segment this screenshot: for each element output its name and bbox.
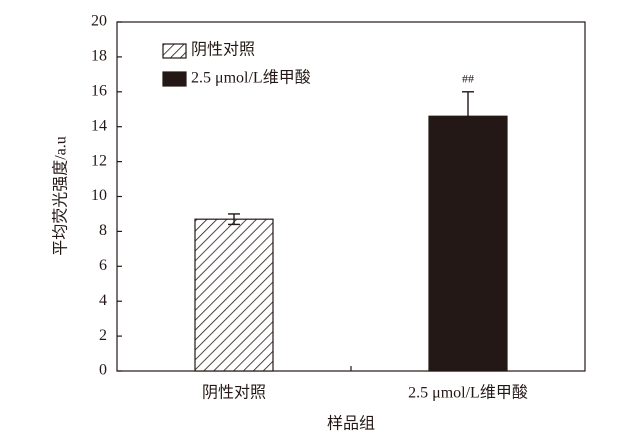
x-tick-label: 2.5 μmol/L维甲酸 xyxy=(408,384,528,402)
y-tick-label: 4 xyxy=(99,292,107,309)
error-bar xyxy=(462,91,474,141)
legend-label: 阴性对照 xyxy=(191,41,255,59)
x-tick-label: 阴性对照 xyxy=(202,384,266,402)
y-tick-label: 16 xyxy=(91,82,107,99)
y-tick-label: 18 xyxy=(91,48,107,65)
annotation: ## xyxy=(462,72,474,86)
y-tick-label: 20 xyxy=(91,13,107,30)
y-tick-label: 8 xyxy=(99,222,107,239)
y-tick-label: 10 xyxy=(91,187,107,204)
y-axis-label: 平均荧光强度/a.u xyxy=(52,136,70,256)
legend-swatch xyxy=(162,71,187,87)
error-bar xyxy=(228,213,240,226)
x-axis-label: 样品组 xyxy=(327,415,375,433)
y-tick-label: 0 xyxy=(99,362,107,379)
y-tick-label: 6 xyxy=(99,257,107,274)
legend-label: 2.5 μmol/L维甲酸 xyxy=(191,69,311,87)
y-tick-label: 2 xyxy=(99,327,107,344)
y-tick-label: 12 xyxy=(91,152,107,169)
plot-frame xyxy=(116,21,586,372)
bar xyxy=(428,115,508,372)
y-tick-label: 14 xyxy=(91,117,107,134)
bar xyxy=(194,218,274,372)
legend-swatch xyxy=(162,43,187,59)
